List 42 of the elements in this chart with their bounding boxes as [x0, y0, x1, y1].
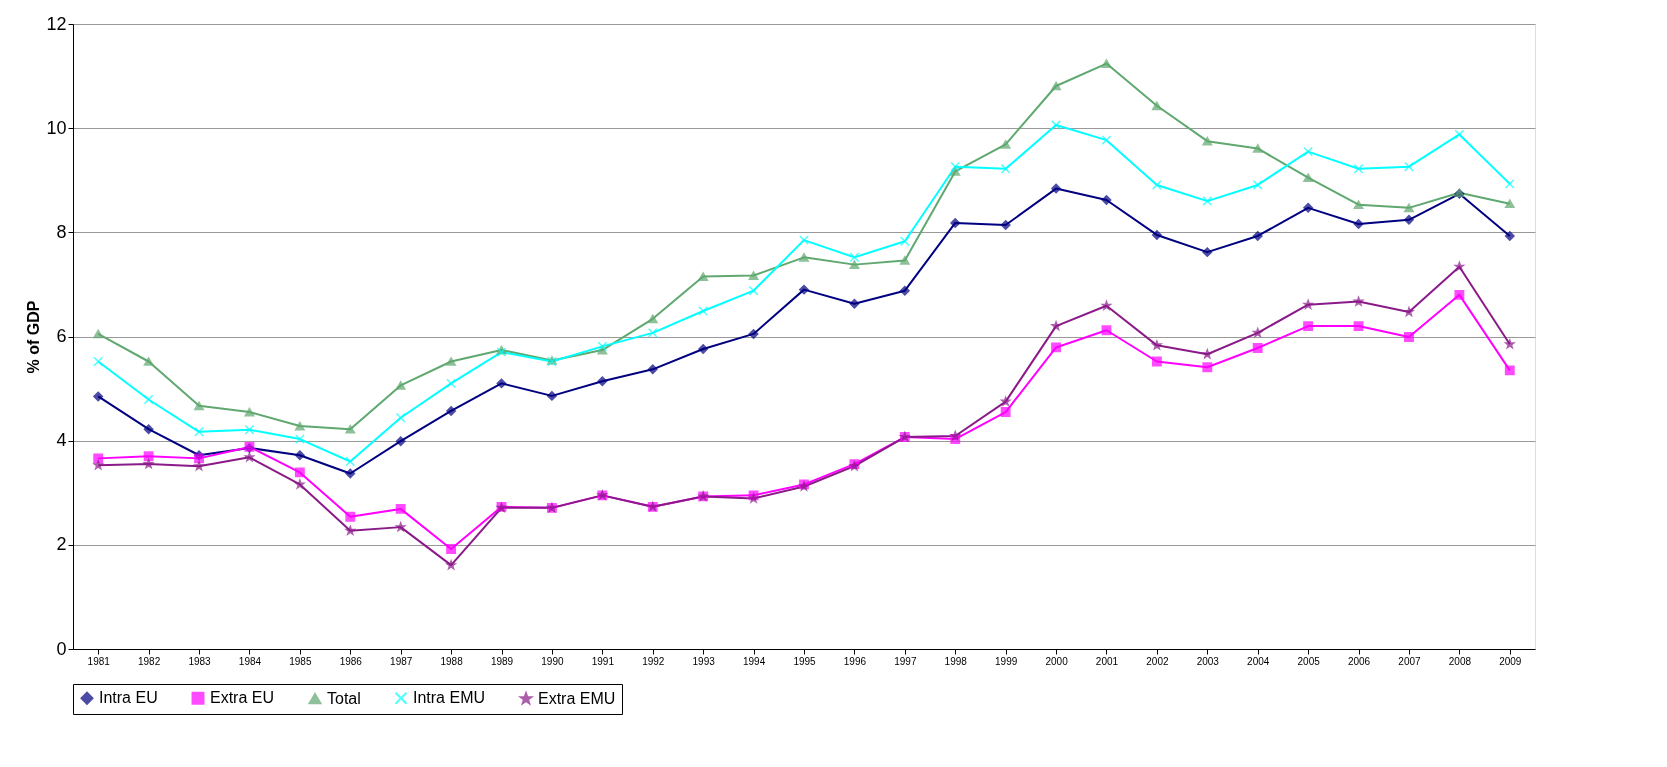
x-tick-label: 1990 [541, 655, 564, 667]
x-tick-label: 1998 [944, 655, 968, 667]
legend-label: Extra EMU [538, 689, 616, 707]
x-tick-label: 2001 [1095, 655, 1119, 667]
x-tick-label: 1996 [843, 655, 867, 667]
legend-label: Intra EU [99, 689, 158, 707]
x-tick-label: 2002 [1146, 655, 1169, 667]
x-tick-label: 2006 [1347, 655, 1371, 667]
y-tick-label: 10 [46, 117, 67, 138]
x-tick-label: 2004 [1247, 655, 1270, 667]
x-tick-label: 1984 [238, 655, 262, 667]
y-axis-title: % of GDP [25, 300, 43, 374]
y-tick-label: 4 [56, 430, 67, 451]
x-tick-label: 2007 [1398, 655, 1422, 667]
legend-label: Total [327, 689, 361, 707]
x-tick-label: 1983 [188, 655, 212, 667]
x-tick-label: 1988 [440, 655, 464, 667]
x-tick-label: 1991 [591, 655, 615, 667]
x-tick-label: 2005 [1297, 655, 1321, 667]
x-tick-label: 2009 [1499, 655, 1522, 667]
x-tick-label: 2003 [1196, 655, 1220, 667]
x-tick-label: 1982 [138, 655, 161, 667]
legend-label: Intra EMU [413, 689, 486, 707]
x-tick-label: 1999 [995, 655, 1018, 667]
x-tick-label: 1981 [87, 655, 111, 667]
x-tick-label: 1994 [742, 655, 766, 667]
x-tick-label: 1987 [390, 655, 413, 667]
x-tick-label: 1995 [793, 655, 817, 667]
y-tick-label: 6 [56, 326, 67, 346]
y-tick-label: 0 [56, 638, 67, 659]
x-tick-label: 1989 [490, 655, 514, 667]
x-tick-label: 1993 [692, 655, 716, 667]
y-tick-label: 2 [56, 534, 67, 555]
x-tick-label: 1985 [289, 655, 312, 667]
x-tick-label: 1997 [894, 655, 917, 667]
y-tick-label: 12 [46, 13, 67, 34]
legend-label: Extra EU [210, 689, 275, 707]
x-tick-label: 1992 [642, 655, 665, 667]
y-tick-label: 8 [56, 221, 67, 242]
x-tick-label: 2008 [1448, 655, 1472, 667]
x-tick-label: 1986 [339, 655, 363, 667]
x-tick-label: 2000 [1045, 655, 1069, 667]
